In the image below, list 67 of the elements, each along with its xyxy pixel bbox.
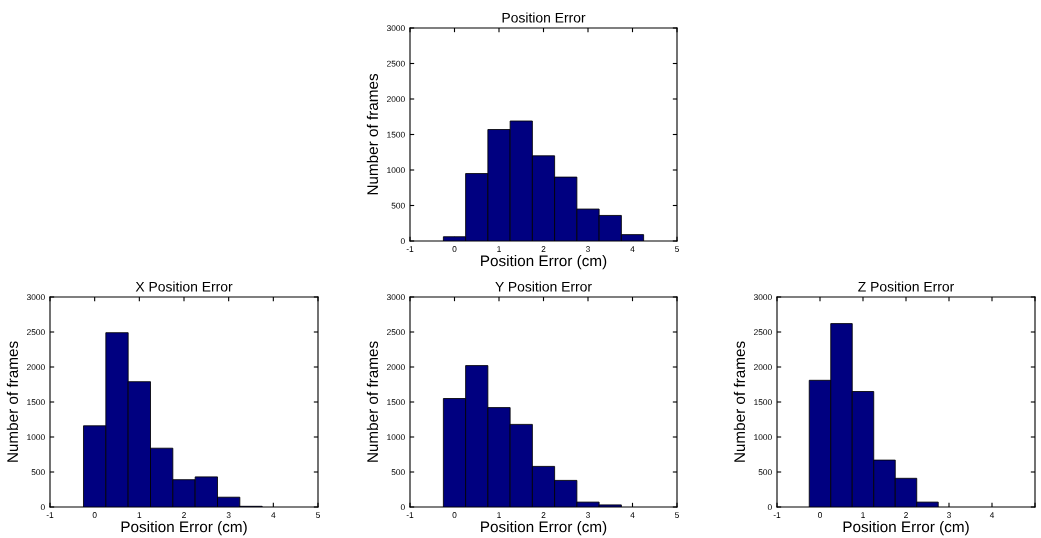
y-tick-label: 2000 bbox=[27, 364, 45, 371]
y-tick-label: 2500 bbox=[387, 60, 405, 67]
y-tick-label: 1500 bbox=[754, 399, 772, 406]
x-tick-label: 0 bbox=[818, 512, 822, 518]
x-tick-label: 0 bbox=[452, 512, 457, 518]
x-tick-label: 4 bbox=[271, 512, 276, 518]
y-axis-title: Number of frames bbox=[366, 341, 379, 462]
y-tick-label: 1500 bbox=[387, 131, 405, 138]
y-tick-label: 0 bbox=[40, 504, 45, 511]
x-tick-label: 1 bbox=[497, 512, 501, 518]
x-tick-label: 3 bbox=[226, 512, 231, 518]
x-axis-title: Position Error (cm) bbox=[481, 255, 607, 270]
y-tick-label: 0 bbox=[400, 504, 405, 511]
y-tick-label: 2000 bbox=[387, 364, 405, 371]
x-tick-label: -1 bbox=[46, 512, 54, 518]
x-axis-title: Position Error (cm) bbox=[121, 521, 247, 536]
y-tick-label: 3000 bbox=[26, 294, 45, 301]
x-tick-label: 4 bbox=[989, 512, 995, 518]
x-tick-label: 2 bbox=[182, 512, 186, 518]
y-tick-label: 500 bbox=[758, 469, 772, 476]
x-tick-label: 4 bbox=[630, 512, 635, 518]
y-tick-label: 1000 bbox=[387, 167, 405, 174]
y-axis-title: Number of frames bbox=[733, 341, 746, 462]
y-tick-label: 500 bbox=[391, 469, 405, 476]
y-tick-label: 0 bbox=[767, 504, 772, 511]
x-tick-label: 2 bbox=[541, 512, 546, 518]
y-tick-label: 500 bbox=[391, 202, 405, 209]
y-tick-label: 2000 bbox=[754, 364, 772, 371]
chart-title: Z Position Error bbox=[858, 281, 955, 292]
y-tick-label: 3000 bbox=[753, 294, 772, 301]
y-tick-label: 1000 bbox=[754, 434, 772, 441]
y-tick-label: 500 bbox=[31, 469, 45, 476]
x-tick-label: -1 bbox=[406, 246, 414, 252]
x-tick-label: 1 bbox=[137, 512, 142, 518]
y-tick-label: 1000 bbox=[27, 434, 45, 441]
x-tick-label: -1 bbox=[406, 512, 414, 518]
y-tick-label: 0 bbox=[400, 238, 405, 245]
y-tick-label: 2500 bbox=[27, 329, 45, 336]
y-tick-label: 2500 bbox=[387, 329, 405, 336]
x-tick-label: 2 bbox=[904, 512, 908, 518]
y-tick-label: 2500 bbox=[754, 329, 772, 336]
chart-title: Y Position Error bbox=[495, 281, 592, 292]
chart-title: Position Error bbox=[502, 12, 586, 23]
x-tick-label: 3 bbox=[947, 512, 951, 518]
x-tick-label: 5 bbox=[675, 512, 679, 518]
x-tick-label: 3 bbox=[586, 246, 590, 252]
x-tick-label: 4 bbox=[630, 246, 635, 252]
x-axis-title: Position Error (cm) bbox=[481, 521, 607, 536]
y-axis-title: Number of frames bbox=[366, 73, 379, 195]
x-tick-label: 1 bbox=[497, 246, 501, 252]
y-tick-label: 3000 bbox=[386, 294, 405, 301]
y-tick-label: 1500 bbox=[387, 399, 405, 406]
x-tick-label: 3 bbox=[586, 512, 590, 518]
x-axis-title: Position Error (cm) bbox=[843, 521, 969, 536]
y-axis-title: Number of frames bbox=[6, 341, 19, 462]
x-tick-label: 1 bbox=[861, 512, 865, 518]
y-tick-label: 1000 bbox=[387, 434, 405, 441]
x-tick-label: -1 bbox=[773, 512, 781, 518]
x-tick-label: 5 bbox=[316, 512, 320, 518]
y-tick-label: 2000 bbox=[387, 96, 405, 103]
y-tick-label: 3000 bbox=[386, 25, 405, 32]
x-tick-label: 0 bbox=[92, 512, 97, 518]
x-tick-label: 5 bbox=[675, 246, 679, 252]
x-tick-label: 2 bbox=[541, 246, 546, 252]
y-tick-label: 1500 bbox=[27, 399, 45, 406]
x-tick-label: 0 bbox=[452, 246, 457, 252]
chart-title: X Position Error bbox=[135, 281, 233, 292]
